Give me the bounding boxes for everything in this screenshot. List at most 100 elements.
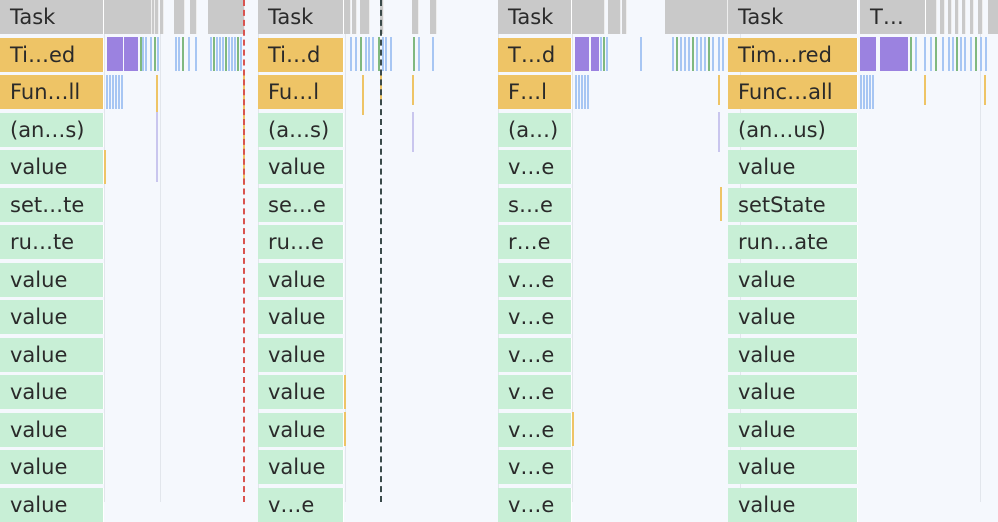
event-sliver <box>156 112 158 182</box>
function-call-bar[interactable]: Fu…l <box>258 75 344 109</box>
script-call-bar[interactable]: value <box>0 338 104 372</box>
script-call-bar[interactable]: value <box>0 413 104 447</box>
function-call-bar[interactable]: Func…all <box>728 75 858 109</box>
script-call-bar[interactable]: v…e <box>498 450 572 484</box>
script-call-bar[interactable]: value <box>0 488 104 522</box>
script-call-bar[interactable]: value <box>258 263 344 297</box>
script-call-bar[interactable]: value <box>0 450 104 484</box>
event-sliver <box>692 37 694 71</box>
event-sliver <box>572 412 574 446</box>
script-call-bar[interactable]: value <box>258 450 344 484</box>
task-sliver <box>155 0 159 34</box>
event-sliver <box>385 37 387 71</box>
script-call-bar[interactable]: value <box>0 150 104 184</box>
script-call-bar[interactable]: set…te <box>0 188 104 222</box>
task-bar[interactable]: Task <box>258 0 344 34</box>
script-call-bar[interactable]: value <box>0 263 104 297</box>
task-bar[interactable]: Task <box>498 0 572 34</box>
event-sliver <box>880 37 908 71</box>
function-call-bar[interactable]: Fun…ll <box>0 75 104 109</box>
timer-fired-bar[interactable]: Ti…ed <box>0 38 104 72</box>
function-call-bar[interactable]: F…l <box>498 75 572 109</box>
script-call-bar[interactable]: r…e <box>498 225 572 259</box>
script-call-bar[interactable]: ru…e <box>258 225 344 259</box>
script-call-bar[interactable]: value <box>728 450 858 484</box>
event-sliver <box>115 75 117 109</box>
event-sliver <box>390 37 392 71</box>
script-call-bar[interactable]: run…ate <box>728 225 858 259</box>
script-call-bar[interactable]: setState <box>728 188 858 222</box>
script-call-bar[interactable]: ru…te <box>0 225 104 259</box>
event-sliver <box>935 37 937 71</box>
event-sliver <box>700 37 702 71</box>
script-call-bar[interactable]: value <box>258 150 344 184</box>
script-call-bar[interactable]: (an…us) <box>728 113 858 147</box>
task-bar[interactable]: Task <box>728 0 858 34</box>
script-call-bar[interactable]: value <box>728 300 858 334</box>
event-sliver <box>676 37 678 71</box>
event-sliver <box>124 37 138 71</box>
event-sliver <box>684 37 686 71</box>
task-sliver <box>352 0 357 34</box>
event-sliver <box>980 37 982 71</box>
script-call-bar[interactable]: value <box>0 375 104 409</box>
event-sliver <box>722 37 724 71</box>
script-call-bar[interactable]: value <box>728 375 858 409</box>
script-call-bar[interactable]: (a…s) <box>258 113 344 147</box>
script-call-bar[interactable]: value <box>0 300 104 334</box>
event-sliver <box>872 75 874 109</box>
event-sliver <box>704 37 706 71</box>
script-call-bar[interactable]: v…e <box>498 413 572 447</box>
event-sliver <box>121 75 123 109</box>
timer-fired-bar[interactable]: Ti…d <box>258 38 344 72</box>
script-call-bar[interactable]: v…e <box>498 300 572 334</box>
event-sliver <box>188 37 190 71</box>
task-bar[interactable]: Task <box>0 0 104 34</box>
task-sliver <box>152 0 155 34</box>
script-call-bar[interactable]: value <box>728 150 858 184</box>
event-sliver <box>216 37 218 71</box>
event-sliver <box>915 37 917 71</box>
script-call-bar[interactable]: v…e <box>498 375 572 409</box>
script-call-bar[interactable]: v…e <box>498 150 572 184</box>
event-sliver <box>222 37 224 71</box>
event-sliver <box>365 37 367 71</box>
task-bar[interactable]: T… <box>860 0 926 34</box>
event-sliver <box>952 37 954 71</box>
event-sliver <box>956 37 958 71</box>
event-sliver <box>156 75 158 145</box>
task-sliver <box>160 0 164 34</box>
script-call-bar[interactable]: s…e <box>498 188 572 222</box>
event-sliver <box>930 37 932 71</box>
script-call-bar[interactable]: v…e <box>498 338 572 372</box>
event-sliver <box>948 37 950 71</box>
script-call-bar[interactable]: value <box>728 488 858 522</box>
task-sliver <box>148 0 152 34</box>
event-sliver <box>640 37 642 71</box>
event-sliver <box>860 37 876 71</box>
script-call-bar[interactable]: v…e <box>258 488 344 522</box>
script-call-bar[interactable]: v…e <box>498 263 572 297</box>
script-call-bar[interactable]: value <box>258 413 344 447</box>
script-call-bar[interactable]: value <box>728 338 858 372</box>
script-call-bar[interactable]: value <box>258 300 344 334</box>
script-call-bar[interactable]: v…e <box>498 488 572 522</box>
script-call-bar[interactable]: value <box>728 413 858 447</box>
event-sliver <box>104 150 106 184</box>
script-call-bar[interactable]: value <box>258 338 344 372</box>
timer-fired-bar[interactable]: T…d <box>498 38 572 72</box>
event-sliver <box>688 37 690 71</box>
script-call-bar[interactable]: (a…) <box>498 113 572 147</box>
event-sliver <box>344 412 346 446</box>
timer-fired-bar[interactable]: Tim…red <box>728 38 858 72</box>
event-sliver <box>195 37 197 71</box>
event-sliver <box>970 37 972 71</box>
script-call-bar[interactable]: (an…s) <box>0 113 104 147</box>
event-sliver <box>924 37 926 71</box>
script-call-bar[interactable]: se…e <box>258 188 344 222</box>
event-sliver <box>606 37 608 71</box>
event-sliver <box>412 75 414 105</box>
task-sliver <box>948 0 952 34</box>
script-call-bar[interactable]: value <box>258 375 344 409</box>
script-call-bar[interactable]: value <box>728 263 858 297</box>
